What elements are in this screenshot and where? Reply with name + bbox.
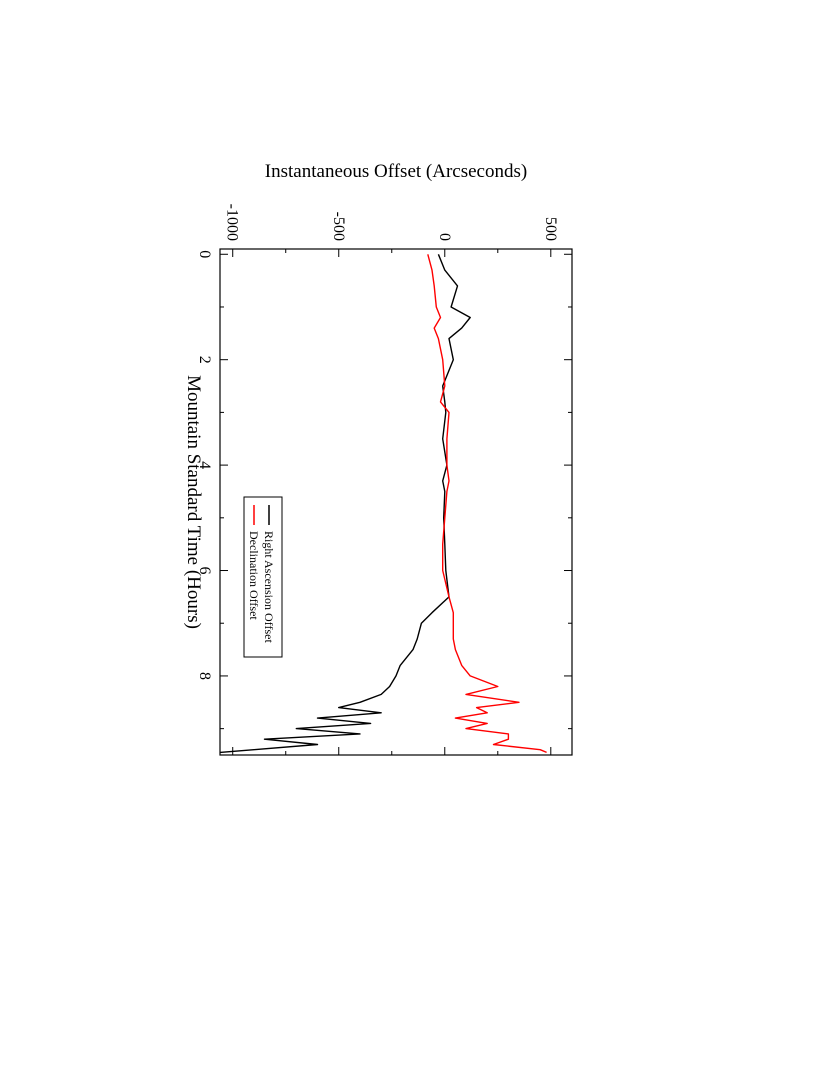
- x-axis-title: Mountain Standard Time (Hours): [183, 375, 204, 629]
- x-tick-label: 6: [196, 567, 213, 575]
- legend-label-declination: Declination Offset: [247, 531, 261, 620]
- y-tick-label: 0: [436, 233, 453, 241]
- series-line-declination: [427, 254, 547, 754]
- plot-frame: [219, 248, 573, 756]
- legend-box: [243, 496, 283, 658]
- x-tick-label: 4: [196, 461, 213, 469]
- x-tick-label: 0: [196, 250, 213, 258]
- y-tick-label: 500: [542, 217, 559, 241]
- legend: Right Ascension Offset Declination Offse…: [243, 496, 283, 658]
- series-line-right-ascension: [219, 254, 471, 754]
- x-tick-label: 2: [196, 356, 213, 364]
- legend-label-right-ascension: Right Ascension Offset: [262, 531, 276, 643]
- y-tick-label: -500: [330, 212, 347, 241]
- y-axis-title: Instantaneous Offset (Arcseconds): [265, 161, 527, 182]
- y-tick-label: -1000: [224, 204, 241, 241]
- x-tick-label: 8: [196, 672, 213, 680]
